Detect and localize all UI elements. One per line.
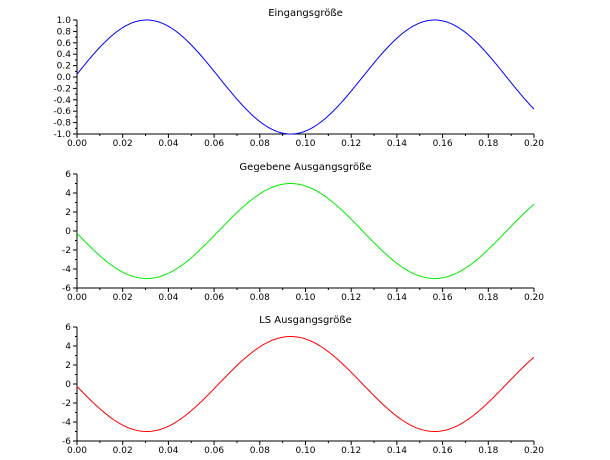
plot-title: Eingangsgröße	[268, 8, 343, 19]
x-tick-label: 0.10	[295, 293, 315, 303]
x-tick-label: 0.02	[113, 446, 133, 456]
y-tick-label: 6	[65, 323, 71, 333]
y-tick-label: -2	[62, 399, 71, 409]
y-tick-label: 0.4	[57, 50, 72, 60]
y-tick-label: -2	[62, 246, 71, 256]
y-tick-label: 2	[65, 361, 71, 371]
y-tick-label: 2	[65, 208, 71, 218]
x-tick-label: 0.06	[204, 293, 224, 303]
x-tick-label: 0.20	[524, 446, 544, 456]
x-tick-label: 0.12	[341, 293, 361, 303]
x-tick-label: 0.14	[387, 139, 407, 149]
x-tick-label: 0.06	[204, 139, 224, 149]
x-tick-label: 0.08	[250, 139, 270, 149]
y-tick-label: 0.0	[57, 73, 72, 83]
x-tick-label: 0.16	[433, 139, 453, 149]
series-line-given-output	[76, 182, 535, 280]
y-tick-label: -0.2	[53, 84, 71, 94]
x-tick-label: 0.08	[250, 446, 270, 456]
y-tick-label: -0.8	[53, 119, 71, 129]
x-tick-label: 0.04	[158, 293, 178, 303]
x-tick-label: 0.02	[113, 293, 133, 303]
y-tick-label: 0	[65, 380, 71, 390]
x-tick-label: 0.04	[158, 446, 178, 456]
y-tick-label: 0.6	[57, 39, 72, 49]
x-tick-label: 0.00	[67, 446, 87, 456]
x-tick-label: 0.18	[478, 293, 498, 303]
plot-given-output: Gegebene Ausgangsgröße 0.00 0.02 0.04 0.06 0.…	[62, 162, 544, 303]
x-tick-label: 0.08	[250, 293, 270, 303]
x-tick-label: 0.00	[67, 293, 87, 303]
series-line-input	[76, 19, 535, 135]
y-tick-label: -0.4	[53, 96, 71, 106]
y-tick-label: -4	[62, 418, 71, 428]
y-tick-label: -1.0	[53, 130, 71, 140]
y-tick-label: 1.0	[57, 16, 72, 26]
plot-input: Eingangsgröße 0.00 0.02 0.04 0.06 0.08 0.10 0.1…	[53, 8, 544, 149]
y-tick-label: 0	[65, 227, 71, 237]
x-tick-label: 0.10	[295, 139, 315, 149]
x-tick-label: 0.02	[113, 139, 133, 149]
x-tick-label: 0.18	[478, 139, 498, 149]
x-tick-label: 0.20	[524, 139, 544, 149]
y-tick-label: -6	[62, 284, 71, 294]
y-tick-label: 0.2	[57, 62, 71, 72]
x-tick-label: 0.16	[433, 293, 453, 303]
x-tick-label: 0.06	[204, 446, 224, 456]
x-tick-label: 0.12	[341, 139, 361, 149]
x-tick-label: 0.14	[387, 293, 407, 303]
x-tick-label: 0.20	[524, 293, 544, 303]
y-tick-label: 4	[65, 342, 71, 352]
x-tick-label: 0.14	[387, 446, 407, 456]
y-tick-label: -0.6	[53, 107, 71, 117]
series-line-ls-output	[76, 335, 535, 433]
plot-title: LS Ausgangsgröße	[259, 315, 352, 326]
x-tick-label: 0.12	[341, 446, 361, 456]
plot-ls-output: LS Ausgangsgröße 0.00 0.02 0.04 0.06 0.08 0.10…	[62, 315, 544, 456]
x-tick-label: 0.16	[433, 446, 453, 456]
y-tick-label: -4	[62, 265, 71, 275]
y-tick-label: 6	[65, 170, 71, 180]
y-tick-label: 0.8	[57, 27, 72, 37]
x-tick-label: 0.10	[295, 446, 315, 456]
x-tick-label: 0.04	[158, 139, 178, 149]
y-tick-label: 4	[65, 189, 71, 199]
x-tick-label: 0.18	[478, 446, 498, 456]
x-tick-label: 0.00	[67, 139, 87, 149]
y-tick-label: -6	[62, 437, 71, 447]
plot-title: Gegebene Ausgangsgröße	[239, 162, 371, 173]
